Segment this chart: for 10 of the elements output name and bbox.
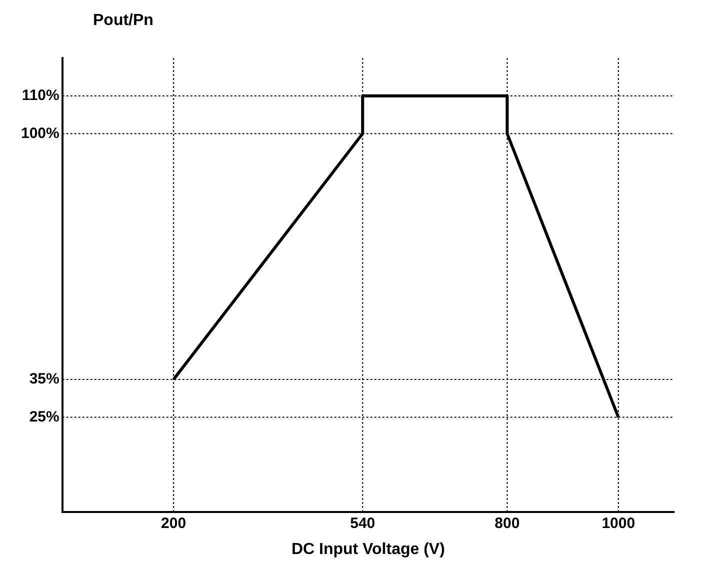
y-axis-title: Pout/Pn xyxy=(93,12,154,30)
x-tick-label: 1000 xyxy=(602,514,636,532)
y-tick-label: 35% xyxy=(29,370,60,388)
y-tick-label: 100% xyxy=(20,124,60,142)
x-tick-label: 540 xyxy=(350,514,376,532)
x-axis-title: DC Input Voltage (V) xyxy=(291,540,445,558)
x-tick-label: 800 xyxy=(494,514,520,532)
x-tick-label: 200 xyxy=(161,514,186,532)
y-tick-label: 110% xyxy=(22,86,60,104)
y-tick-label: 25% xyxy=(29,408,60,426)
